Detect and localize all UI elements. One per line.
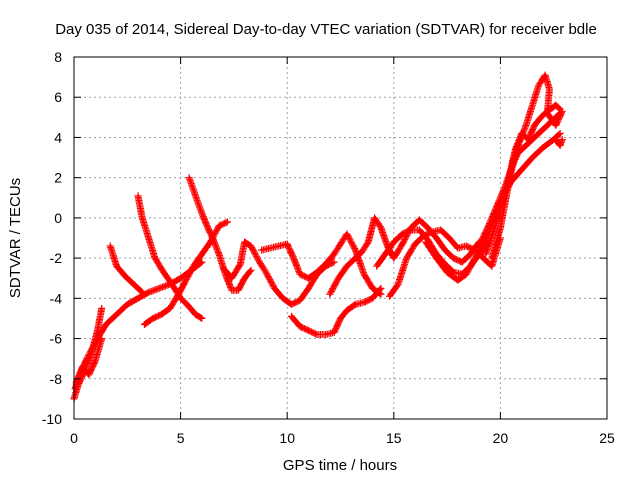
x-tick-label: 25 — [599, 430, 615, 446]
series-s3 — [72, 335, 106, 387]
series-s15 — [475, 109, 564, 250]
grid-lines — [74, 57, 607, 419]
y-tick-label: 4 — [54, 129, 62, 145]
x-tick-label: 20 — [493, 430, 509, 446]
y-tick-label: 2 — [54, 170, 62, 186]
y-tick-label: -2 — [50, 250, 63, 266]
series-s11 — [326, 214, 483, 298]
series-markers — [288, 284, 385, 338]
series-markers — [475, 109, 564, 250]
x-axis-label: GPS time / hours — [283, 457, 397, 474]
data-series — [70, 71, 566, 403]
series-markers — [326, 214, 483, 298]
series-markers — [106, 242, 146, 296]
chart-title: Day 035 of 2014, Sidereal Day-to-day VTE… — [55, 21, 597, 38]
y-tick-label: -6 — [50, 331, 63, 347]
series-s7 — [185, 174, 255, 294]
y-axis-label: SDTVAR / TECUs — [7, 178, 24, 298]
series-markers — [488, 71, 566, 262]
y-axis-ticks: -10 -8 -6 -4 -2 0 2 4 6 8 — [42, 49, 607, 427]
y-tick-label: 6 — [54, 89, 62, 105]
x-tick-label: 15 — [386, 430, 402, 446]
y-tick-label: -8 — [50, 371, 63, 387]
series-s10 — [288, 284, 385, 338]
y-tick-label: 0 — [54, 210, 62, 226]
y-tick-label: -4 — [50, 290, 63, 306]
series-markers — [140, 218, 231, 328]
x-tick-label: 10 — [279, 430, 295, 446]
series-s18 — [552, 136, 566, 149]
x-tick-label: 5 — [177, 430, 185, 446]
series-s4 — [106, 242, 146, 296]
series-s17 — [488, 71, 566, 262]
series-markers — [552, 136, 566, 149]
x-axis-ticks: 0 5 10 15 20 25 — [70, 57, 615, 446]
series-markers — [72, 335, 106, 387]
series-s6 — [140, 218, 231, 328]
x-tick-label: 0 — [70, 430, 78, 446]
y-tick-label: -10 — [42, 411, 62, 427]
plot-frame — [73, 56, 608, 420]
y-tick-label: 8 — [54, 49, 62, 65]
series-markers — [185, 174, 255, 294]
